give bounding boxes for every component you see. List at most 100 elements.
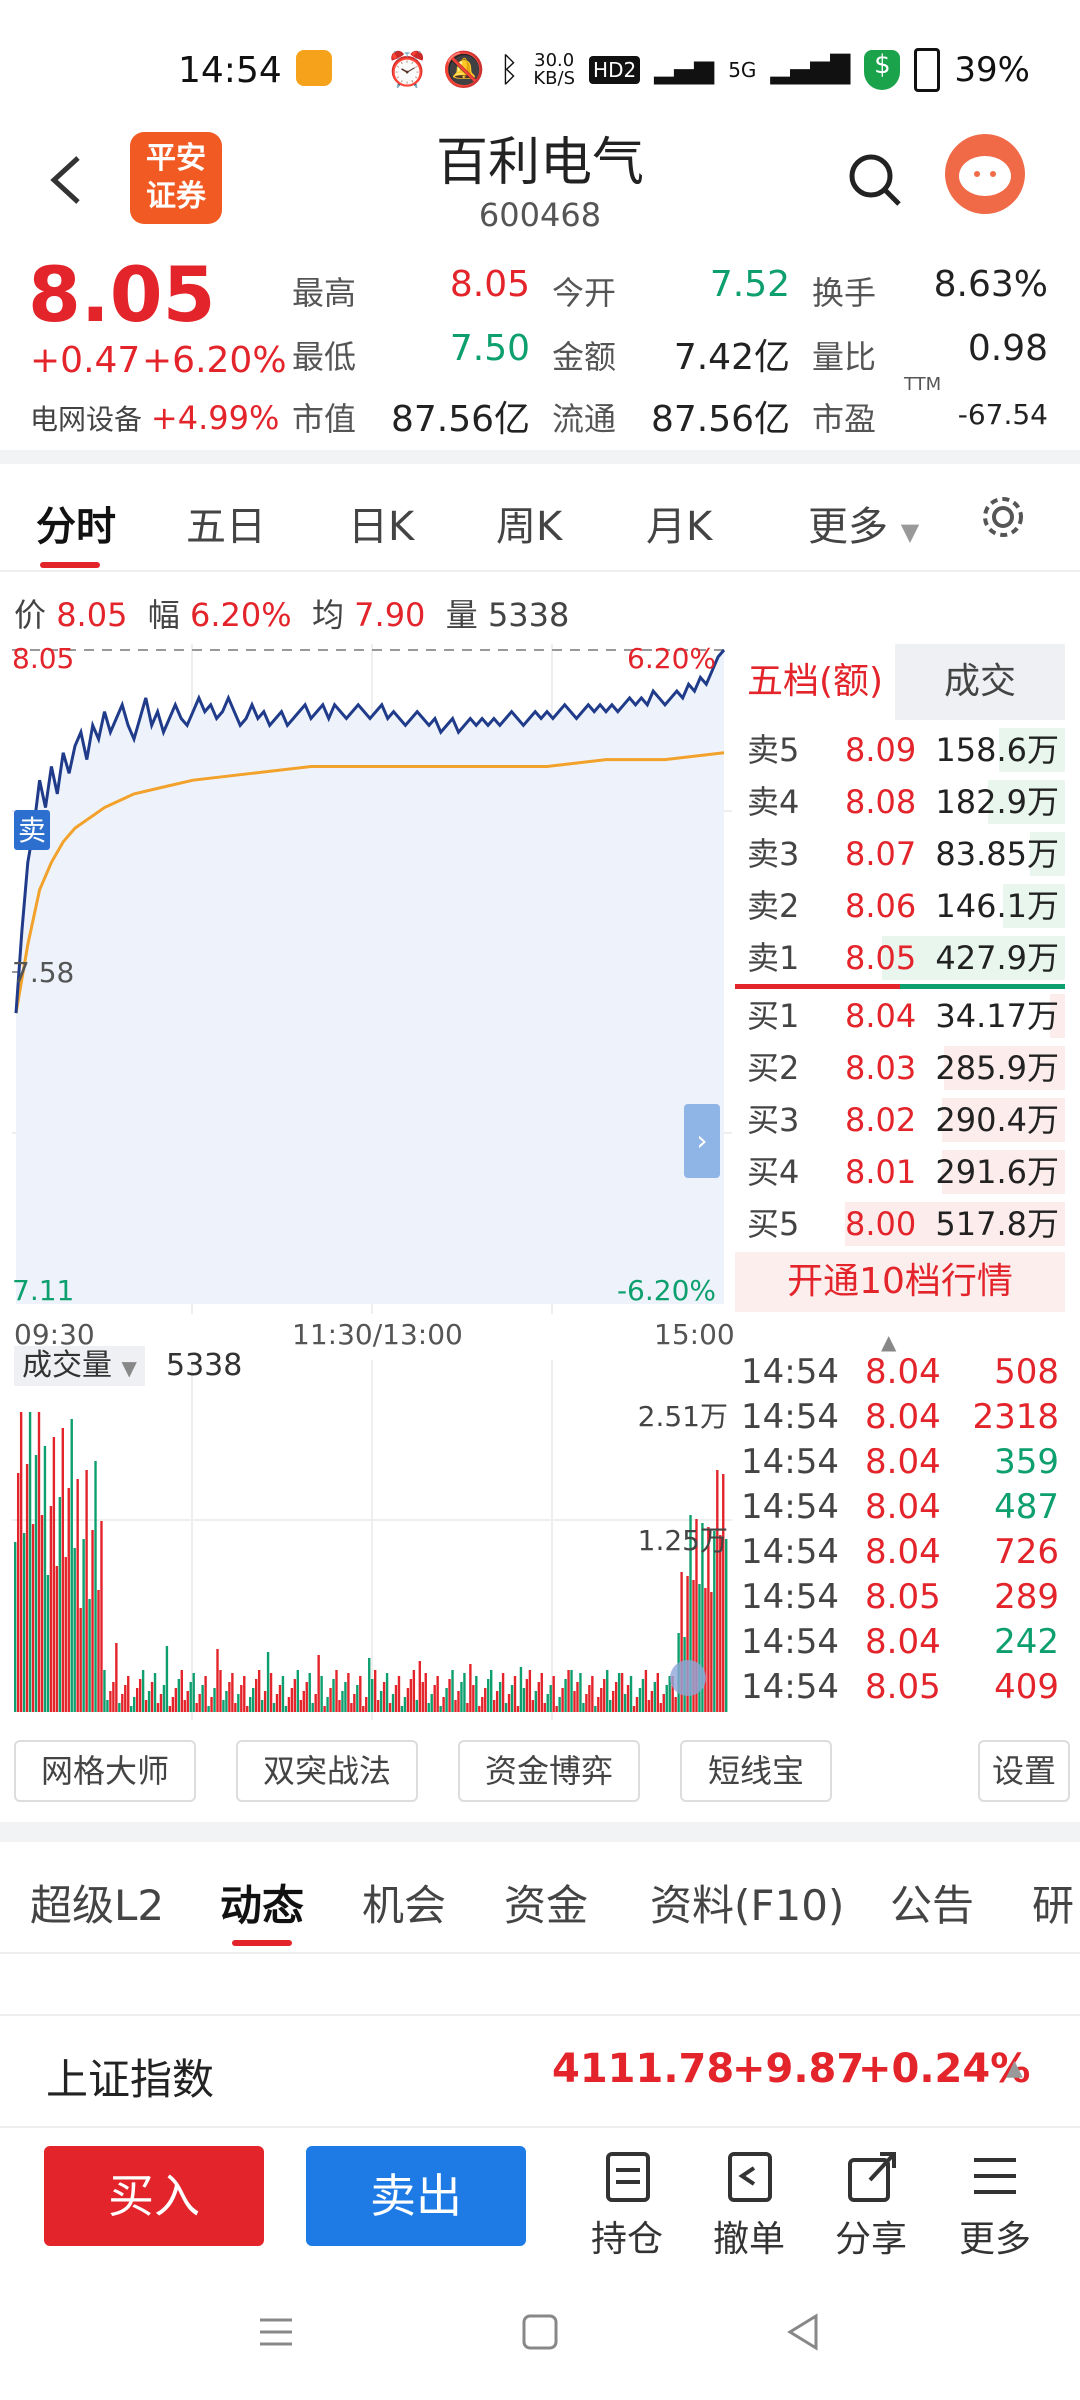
tick-row: 14:54 8.05 289 bbox=[735, 1575, 1065, 1620]
volume-bar bbox=[222, 1700, 225, 1712]
volume-bar bbox=[332, 1679, 335, 1712]
volume-bar bbox=[25, 1464, 29, 1712]
volume-bar bbox=[451, 1670, 454, 1712]
sell-button[interactable]: 卖出 bbox=[306, 2146, 526, 2246]
order-price: 8.00 bbox=[845, 1205, 917, 1243]
intraday-chart[interactable]: 8.05 7.58 7.11 6.20% -6.20% 卖 › bbox=[12, 644, 732, 1314]
menu-icon[interactable] bbox=[254, 2310, 298, 2354]
back-arrow-icon[interactable] bbox=[40, 150, 100, 210]
volume-bar bbox=[353, 1694, 356, 1712]
volume-bar bbox=[347, 1673, 350, 1712]
tick-time: 14:54 bbox=[741, 1442, 839, 1482]
open-level10-button[interactable]: 开通10档行情 bbox=[735, 1252, 1065, 1312]
bid-row[interactable]: 买5 8.00 517.8万 bbox=[735, 1198, 1065, 1250]
holdings-button[interactable]: 持仓 bbox=[582, 2146, 672, 2262]
sector-info[interactable]: 电网设备 +4.99% bbox=[30, 398, 279, 438]
ask-row[interactable]: 卖5 8.09 158.6万 bbox=[735, 724, 1065, 776]
volume-bar bbox=[183, 1700, 186, 1712]
search-icon[interactable] bbox=[845, 150, 905, 210]
tool-grid-master[interactable]: 网格大师 bbox=[14, 1740, 196, 1802]
tab-five-day[interactable]: 五日 bbox=[186, 504, 266, 550]
tool-double-breakout[interactable]: 双突战法 bbox=[236, 1740, 418, 1802]
volume-bar bbox=[198, 1694, 201, 1712]
tab-super-l2[interactable]: 超级L2 bbox=[30, 1881, 165, 1930]
buy-button[interactable]: 买入 bbox=[44, 2146, 264, 2246]
bid-row[interactable]: 买2 8.03 285.9万 bbox=[735, 1042, 1065, 1094]
more-label: 更多 bbox=[958, 2219, 1031, 2260]
volume-bar bbox=[385, 1673, 389, 1712]
volume-bar bbox=[519, 1667, 523, 1712]
volume-bar bbox=[510, 1685, 514, 1712]
dropdown-triangle-icon: ▼ bbox=[900, 518, 920, 546]
volume-label: 成交量 bbox=[22, 1348, 112, 1383]
volume-bar bbox=[94, 1461, 97, 1712]
cancel-order-button[interactable]: 撤单 bbox=[704, 2146, 794, 2262]
home-icon[interactable] bbox=[518, 2310, 562, 2354]
tab-news[interactable]: 动态 bbox=[220, 1881, 305, 1930]
assistant-avatar[interactable] bbox=[945, 134, 1025, 214]
chart-expand-handle[interactable] bbox=[684, 1104, 720, 1178]
tab-order-book[interactable]: 五档(额) bbox=[735, 644, 895, 720]
tick-volume: 409 bbox=[994, 1667, 1059, 1707]
volume-bar bbox=[365, 1697, 368, 1712]
tick-price: 8.04 bbox=[865, 1622, 941, 1662]
bid-row[interactable]: 买4 8.01 291.6万 bbox=[735, 1146, 1065, 1198]
share-label: 分享 bbox=[834, 2219, 907, 2260]
volume-bar bbox=[597, 1697, 600, 1712]
tab-funds[interactable]: 资金 bbox=[504, 1881, 589, 1930]
info-amp: 6.20% bbox=[189, 596, 292, 634]
ask-row[interactable]: 卖2 8.06 146.1万 bbox=[735, 880, 1065, 932]
volume-bar bbox=[317, 1655, 320, 1712]
ask-row[interactable]: 卖1 8.05 427.9万 bbox=[735, 932, 1065, 984]
index-ticker[interactable]: 上证指数 4111.78 +9.87 +0.24% ▲ bbox=[0, 2014, 1080, 2128]
volume-bar bbox=[379, 1691, 383, 1712]
volume-bar bbox=[305, 1682, 308, 1712]
tab-monthly-k[interactable]: 月K bbox=[646, 504, 713, 550]
network-type: 5G bbox=[728, 58, 757, 82]
volume-bar bbox=[606, 1670, 609, 1712]
volume-indicator-select[interactable]: 成交量 ▼ bbox=[14, 1346, 145, 1386]
ask-row[interactable]: 卖4 8.08 182.9万 bbox=[735, 776, 1065, 828]
volume-bar bbox=[359, 1676, 362, 1712]
tool-short-line[interactable]: 短线宝 bbox=[680, 1740, 832, 1802]
tool-settings[interactable]: 设置 bbox=[978, 1740, 1070, 1802]
tick-time: 14:54 bbox=[741, 1667, 839, 1707]
expand-icon[interactable] bbox=[670, 1660, 706, 1696]
tab-research[interactable]: 研 bbox=[1032, 1881, 1075, 1930]
volume-bar bbox=[695, 1519, 698, 1712]
order-vol: 158.6万 bbox=[935, 731, 1059, 769]
net-speed-unit: KB/S bbox=[533, 68, 576, 89]
tab-opportunity[interactable]: 机会 bbox=[362, 1881, 447, 1930]
back-icon[interactable] bbox=[782, 2310, 826, 2354]
order-vol: 291.6万 bbox=[935, 1153, 1059, 1191]
tab-weekly-k[interactable]: 周K bbox=[496, 504, 563, 550]
volume-bar bbox=[558, 1697, 561, 1712]
index-change: +9.87 bbox=[732, 2046, 865, 2092]
bid-row[interactable]: 买3 8.02 290.4万 bbox=[735, 1094, 1065, 1146]
volume-chart[interactable]: 2.51万 1.25万 bbox=[12, 1360, 732, 1720]
more-button[interactable]: 更多 bbox=[950, 2146, 1040, 2262]
gear-icon[interactable] bbox=[978, 492, 1028, 542]
tab-more[interactable]: 更多 ▼ bbox=[808, 494, 919, 552]
quote-label: 最低 bbox=[292, 338, 357, 376]
tab-daily-k[interactable]: 日K bbox=[348, 504, 415, 550]
volume-bar bbox=[376, 1700, 380, 1712]
volume-bar bbox=[314, 1694, 317, 1712]
tab-announcements[interactable]: 公告 bbox=[890, 1881, 975, 1930]
info-vol: 5338 bbox=[487, 596, 570, 634]
tool-fund-game[interactable]: 资金博弈 bbox=[458, 1740, 640, 1802]
volume-bar bbox=[97, 1590, 100, 1712]
stock-name: 百利电气 bbox=[435, 133, 644, 193]
volume-bar bbox=[632, 1706, 636, 1712]
volume-bar bbox=[653, 1682, 657, 1712]
sell-marker bbox=[14, 810, 50, 850]
share-button[interactable]: 分享 bbox=[826, 2146, 916, 2262]
tab-intraday[interactable]: 分时 bbox=[36, 504, 116, 550]
bid-row[interactable]: 买1 8.04 34.17万 bbox=[735, 990, 1065, 1042]
tab-f10[interactable]: 资料(F10) bbox=[650, 1881, 845, 1930]
ask-row[interactable]: 卖3 8.07 83.85万 bbox=[735, 828, 1065, 880]
tab-trades[interactable]: 成交 bbox=[895, 644, 1065, 720]
volume-bar bbox=[326, 1697, 329, 1712]
order-vol: 517.8万 bbox=[935, 1205, 1059, 1243]
scroll-up-icon[interactable]: ▲ bbox=[881, 1330, 897, 1354]
